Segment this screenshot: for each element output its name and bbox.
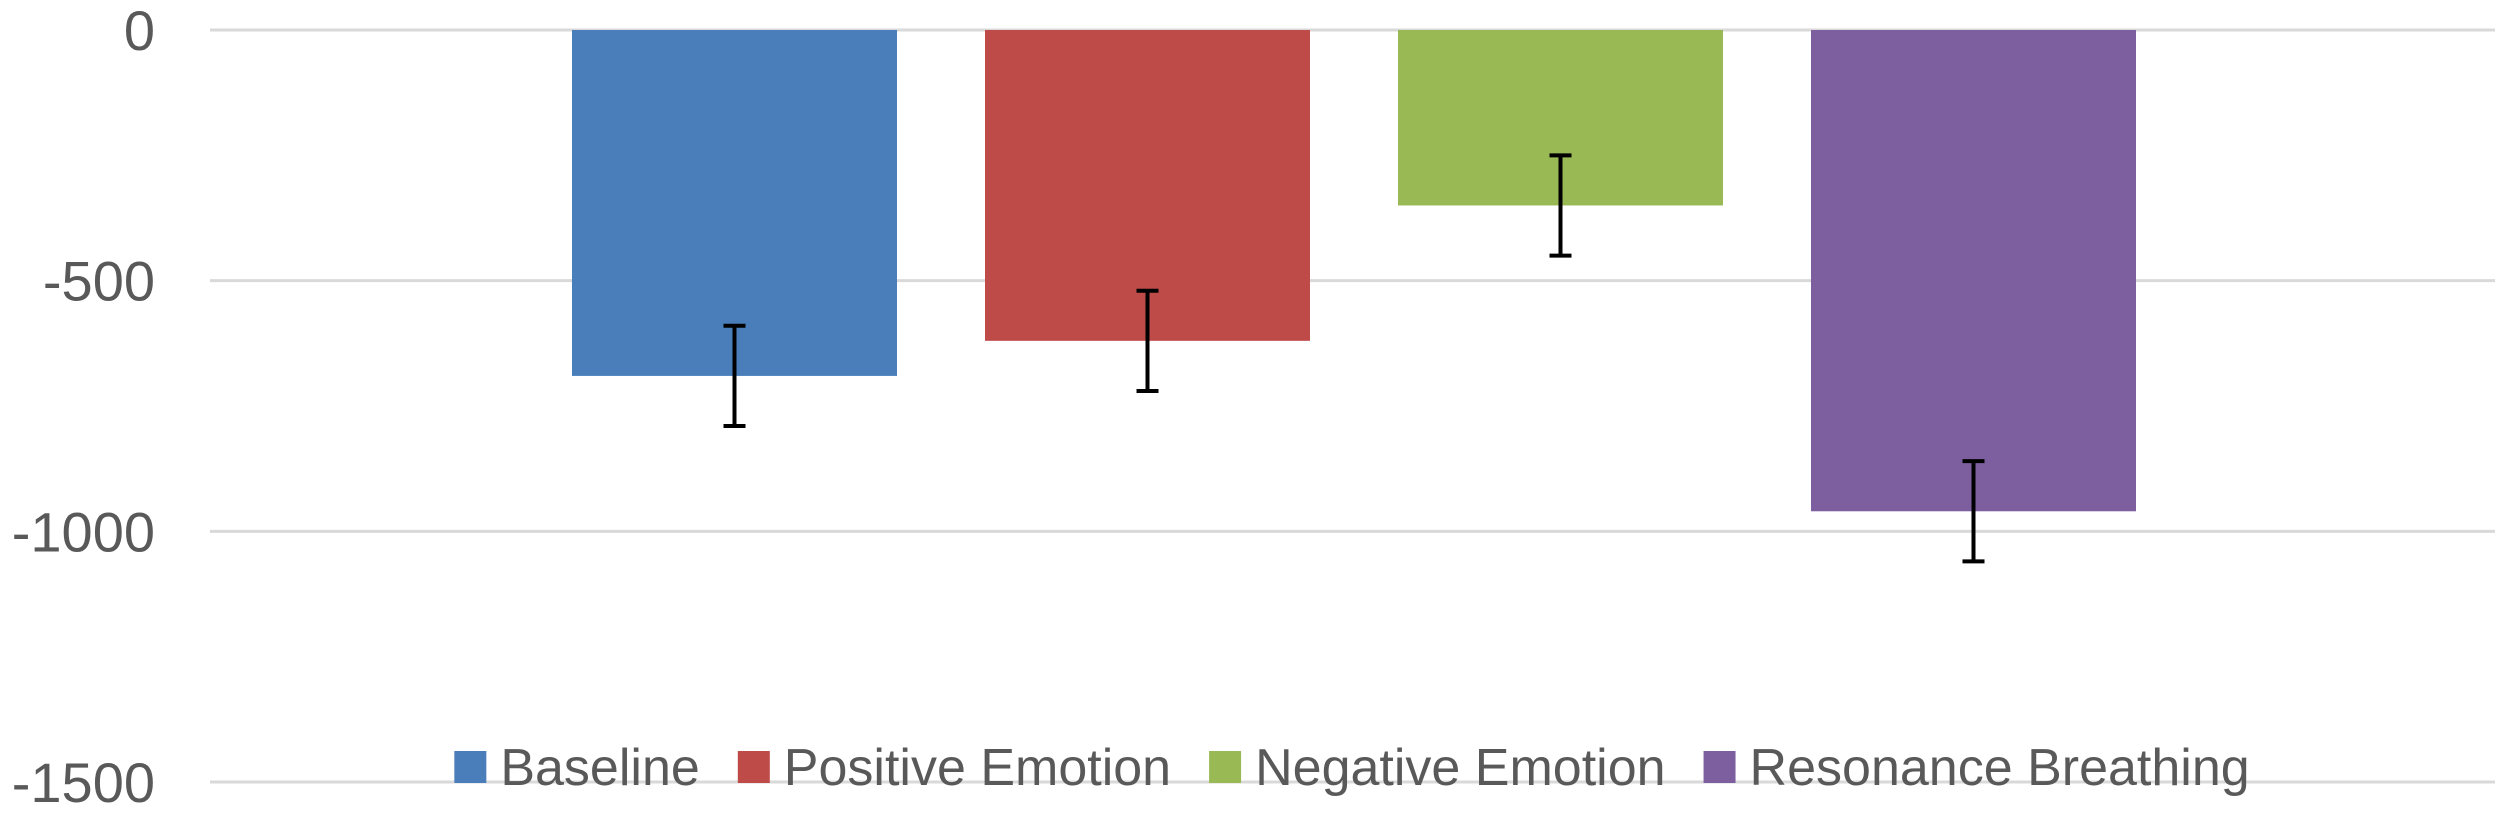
y-tick-label: -500 — [43, 250, 155, 313]
y-tick-label: -1500 — [12, 751, 155, 814]
error-bar — [723, 323, 746, 429]
legend-item: Resonance Breathing — [1703, 739, 2250, 797]
error-bars — [723, 153, 1985, 564]
y-axis-ticks: 0 -500 -1000 -1500 — [12, 0, 155, 814]
legend-item: Negative Emotion — [1209, 739, 1666, 797]
bar — [572, 30, 897, 376]
legend-item: Baseline — [454, 739, 700, 797]
error-bar — [1136, 288, 1159, 393]
legend-label: Negative Emotion — [1255, 739, 1665, 797]
legend: Baseline Positive Emotion Negative Emotion… — [454, 739, 2250, 797]
legend-swatch — [1703, 751, 1736, 783]
legend-swatch — [454, 751, 487, 783]
legend-swatch — [1209, 751, 1242, 783]
legend-item: Positive Emotion — [737, 739, 1171, 797]
bar — [1811, 30, 2136, 512]
legend-label: Positive Emotion — [784, 739, 1171, 797]
y-tick-label: 0 — [124, 0, 155, 62]
y-tick-label: -1000 — [12, 500, 155, 563]
error-bar — [1549, 153, 1572, 258]
legend-swatch — [737, 751, 770, 783]
error-bar — [1962, 459, 1985, 564]
gridlines — [210, 28, 2495, 784]
legend-label: Resonance Breathing — [1750, 739, 2250, 797]
legend-label: Baseline — [500, 739, 699, 797]
bars — [572, 30, 2136, 512]
